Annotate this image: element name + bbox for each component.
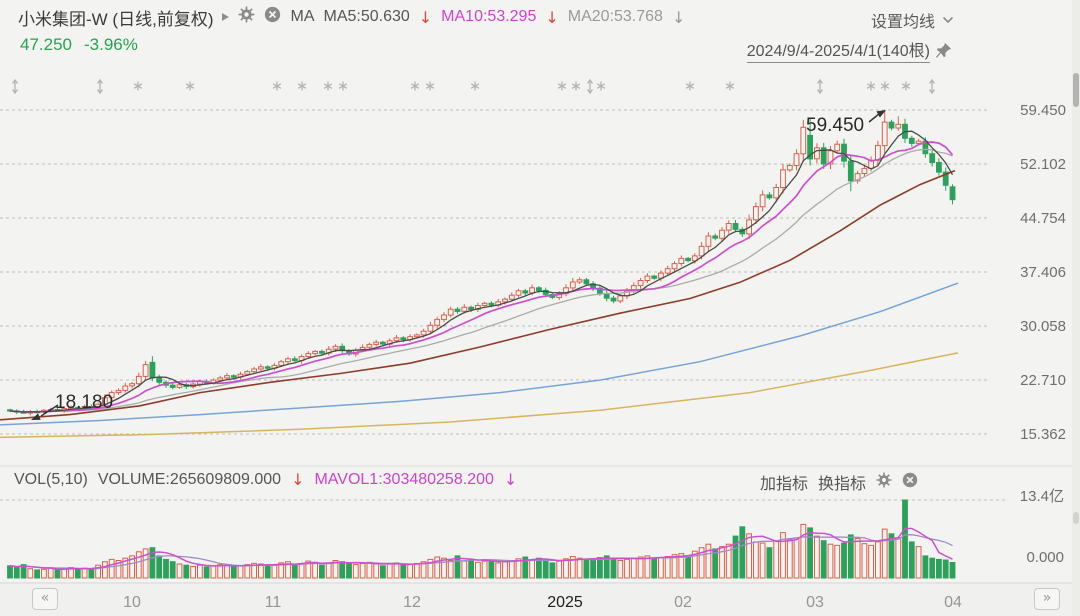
ma-long-gold-line (0, 352, 959, 439)
event-star-marker-icon[interactable] (557, 81, 567, 91)
chart-header: 小米集团-W (日线,前复权) (18, 5, 685, 29)
ma-settings-label: 设置均线 (870, 14, 935, 31)
volume-value: VOLUME:265609809.000 (97, 470, 282, 488)
x-axis-label: 11 (265, 594, 282, 611)
event-star-marker-icon[interactable] (133, 81, 143, 91)
event-star-marker-icon[interactable] (470, 81, 480, 91)
date-range-label: 2024/9/4-2025/4/1(140根) (746, 37, 930, 63)
event-star-marker-icon[interactable] (866, 81, 876, 91)
pin-icon (935, 42, 952, 58)
ma10-down-arrow-icon: ↓ (545, 7, 559, 27)
gear-icon[interactable] (238, 6, 256, 28)
scrollbar-thumb[interactable] (1073, 73, 1079, 107)
x-axis-label: 04 (944, 594, 962, 611)
ma20-down-arrow-icon: ↓ (671, 7, 686, 27)
x-axis-label: 10 (123, 594, 141, 611)
updown-arrow-marker-icon[interactable] (586, 78, 594, 95)
price-axis-label: 37.406 (1020, 264, 1066, 281)
event-star-marker-icon[interactable] (425, 81, 435, 91)
scrollbar-mark (1073, 512, 1079, 524)
volume-gear-icon[interactable] (876, 471, 892, 493)
switch-indicator-button[interactable]: 换指标 (817, 476, 866, 493)
x-axis-label: 12 (403, 594, 421, 611)
mavol1-value: MAVOL1:303480258.200 (314, 470, 494, 488)
mavol1-down-arrow-icon: ↓ (503, 470, 518, 489)
ma10-line (9, 141, 954, 413)
vol-indicator-label: VOL(5,10) (14, 470, 88, 488)
updown-arrow-marker-icon[interactable] (96, 78, 104, 95)
ma5-line (9, 130, 954, 413)
close-indicator-icon[interactable] (264, 6, 281, 28)
candles (7, 110, 956, 416)
event-star-marker-icon[interactable] (323, 81, 333, 91)
event-star-marker-icon[interactable] (297, 81, 307, 91)
volume-axis-label: 0.000 (1026, 549, 1064, 566)
ma20-line (9, 148, 953, 413)
event-star-marker-icon[interactable] (901, 81, 911, 91)
time-axis-strip (0, 584, 1080, 616)
scrollbar-track[interactable] (1072, 0, 1080, 616)
event-star-marker-icon[interactable] (880, 81, 890, 91)
date-range-control[interactable]: 2024/9/4-2025/4/1(140根) (746, 37, 952, 63)
ma-indicator-label: MA (290, 8, 315, 25)
price-axis-label: 22.710 (1020, 372, 1066, 389)
ma5-value: MA5:50.630 (323, 8, 410, 25)
event-star-marker-icon[interactable] (338, 81, 348, 91)
price-axis-label: 59.450 (1020, 102, 1066, 119)
ma-long-blue-line (0, 282, 959, 426)
x-axis-label: 2025 (547, 594, 583, 611)
add-indicator-button[interactable]: 加指标 (759, 476, 808, 493)
collapse-caret-icon[interactable] (222, 13, 230, 21)
event-star-marker-icon[interactable] (596, 81, 606, 91)
updown-arrow-marker-icon[interactable] (11, 78, 19, 95)
price-axis-label: 44.754 (1020, 210, 1066, 227)
event-star-marker-icon[interactable] (410, 81, 420, 91)
ma-settings-button[interactable]: 设置均线 (871, 8, 954, 32)
low-annotation: 18.180 (55, 392, 113, 413)
scroll-right-button[interactable]: » (1034, 588, 1060, 610)
x-axis-label: 03 (806, 594, 824, 611)
event-star-marker-icon[interactable] (185, 81, 195, 91)
x-axis-label: 02 (674, 594, 692, 611)
mavol5-line (9, 527, 953, 570)
event-star-marker-icon[interactable] (725, 81, 735, 91)
volume-down-arrow-icon: ↓ (291, 470, 305, 489)
ma5-down-arrow-icon: ↓ (418, 7, 433, 27)
event-star-marker-icon[interactable] (272, 81, 282, 91)
stock-title[interactable]: 小米集团-W (日线,前复权) (18, 9, 214, 29)
volume-bars (7, 499, 956, 579)
last-price: 47.250 (20, 35, 72, 54)
event-star-marker-icon[interactable] (571, 81, 581, 91)
price-axis-label: 15.362 (1020, 426, 1066, 443)
updown-arrow-marker-icon[interactable] (816, 78, 824, 95)
ma10-value: MA10:53.295 (441, 8, 537, 25)
volume-header: VOL(5,10) VOLUME:265609809.000 ↓ MAVOL1:… (14, 470, 517, 489)
ma20-value: MA20:53.768 (567, 8, 663, 25)
chevron-down-icon (942, 16, 954, 24)
price-readout: 47.250 -3.96% (20, 35, 138, 55)
volume-close-icon[interactable] (902, 472, 918, 493)
price-axis-label: 52.102 (1020, 156, 1066, 173)
volume-toolbar: 加指标 换指标 (760, 470, 918, 494)
price-change-percent: -3.96% (84, 35, 138, 54)
event-star-marker-icon[interactable] (685, 81, 695, 91)
updown-arrow-marker-icon[interactable] (928, 78, 936, 95)
ma-long-brown-line (0, 169, 956, 421)
high-annotation: 59.450 (806, 115, 864, 136)
price-axis-label: 30.058 (1020, 318, 1066, 335)
volume-axis-label: 13.4亿 (1020, 488, 1064, 505)
scroll-left-button[interactable]: « (32, 588, 58, 610)
